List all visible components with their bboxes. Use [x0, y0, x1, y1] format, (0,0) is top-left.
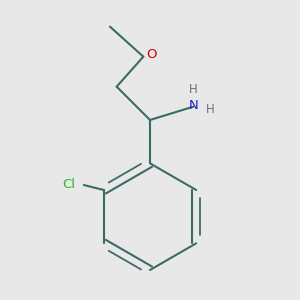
Text: O: O	[146, 49, 157, 62]
Text: H: H	[206, 103, 215, 116]
Text: methoxy: methoxy	[63, 20, 108, 30]
Text: N: N	[188, 100, 198, 112]
Text: methoxy: methoxy	[85, 13, 128, 23]
Text: H: H	[189, 83, 198, 96]
Text: Cl: Cl	[62, 178, 76, 191]
